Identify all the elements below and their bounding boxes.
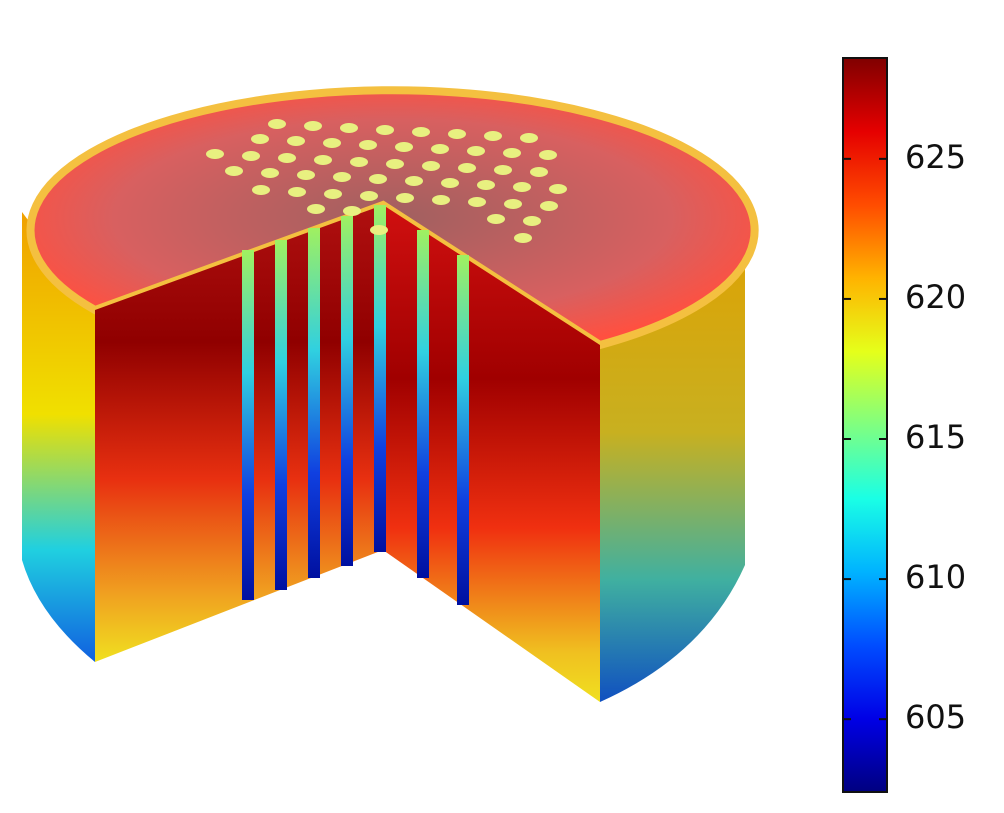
hole bbox=[523, 216, 541, 226]
tick-label: 625 bbox=[905, 138, 966, 176]
tick-label: 610 bbox=[905, 558, 966, 596]
hole bbox=[350, 157, 368, 167]
rod bbox=[457, 255, 469, 605]
hole bbox=[340, 123, 358, 133]
hole bbox=[514, 233, 532, 243]
cut-face-right bbox=[383, 205, 600, 702]
tick-label: 605 bbox=[905, 698, 966, 736]
hole bbox=[287, 136, 305, 146]
hole bbox=[307, 204, 325, 214]
hole bbox=[448, 129, 466, 139]
hole bbox=[441, 178, 459, 188]
tick-label: 615 bbox=[905, 418, 966, 456]
hole bbox=[484, 131, 502, 141]
hole bbox=[268, 119, 286, 129]
hole bbox=[520, 133, 538, 143]
hole bbox=[252, 185, 270, 195]
hole bbox=[314, 155, 332, 165]
hole bbox=[343, 206, 361, 216]
rod bbox=[275, 240, 287, 590]
hole bbox=[513, 182, 531, 192]
fuel-rods bbox=[242, 205, 469, 605]
hole bbox=[333, 172, 351, 182]
tick-label: 620 bbox=[905, 278, 966, 316]
hole bbox=[405, 176, 423, 186]
hole bbox=[467, 146, 485, 156]
rod bbox=[341, 216, 353, 566]
cylinder-render bbox=[22, 86, 759, 702]
hole bbox=[494, 165, 512, 175]
hole bbox=[549, 184, 567, 194]
colorbar bbox=[842, 57, 888, 793]
hole bbox=[432, 195, 450, 205]
hole bbox=[288, 187, 306, 197]
hole bbox=[369, 174, 387, 184]
hole bbox=[323, 138, 341, 148]
hole bbox=[396, 193, 414, 203]
hole bbox=[242, 151, 260, 161]
rod bbox=[242, 250, 254, 600]
hole bbox=[251, 134, 269, 144]
hole bbox=[278, 153, 296, 163]
hole bbox=[540, 201, 558, 211]
hole bbox=[431, 144, 449, 154]
outer-left-side bbox=[22, 212, 95, 662]
hole bbox=[324, 189, 342, 199]
hole bbox=[386, 159, 404, 169]
hole bbox=[468, 197, 486, 207]
hole bbox=[412, 127, 430, 137]
hole bbox=[225, 166, 243, 176]
rod bbox=[374, 205, 386, 552]
coolant-holes bbox=[206, 119, 567, 243]
hole bbox=[297, 170, 315, 180]
hole bbox=[487, 214, 505, 224]
hole bbox=[504, 199, 522, 209]
hole bbox=[376, 125, 394, 135]
hole bbox=[206, 149, 224, 159]
hole bbox=[477, 180, 495, 190]
hole bbox=[530, 167, 548, 177]
hole bbox=[503, 148, 521, 158]
rod bbox=[417, 230, 429, 578]
hole bbox=[458, 163, 476, 173]
hole bbox=[360, 191, 378, 201]
rod bbox=[308, 228, 320, 578]
hole bbox=[359, 140, 377, 150]
hole bbox=[370, 225, 388, 235]
hole bbox=[539, 150, 557, 160]
hole bbox=[261, 168, 279, 178]
hole bbox=[395, 142, 413, 152]
hole bbox=[422, 161, 440, 171]
hole bbox=[304, 121, 322, 131]
